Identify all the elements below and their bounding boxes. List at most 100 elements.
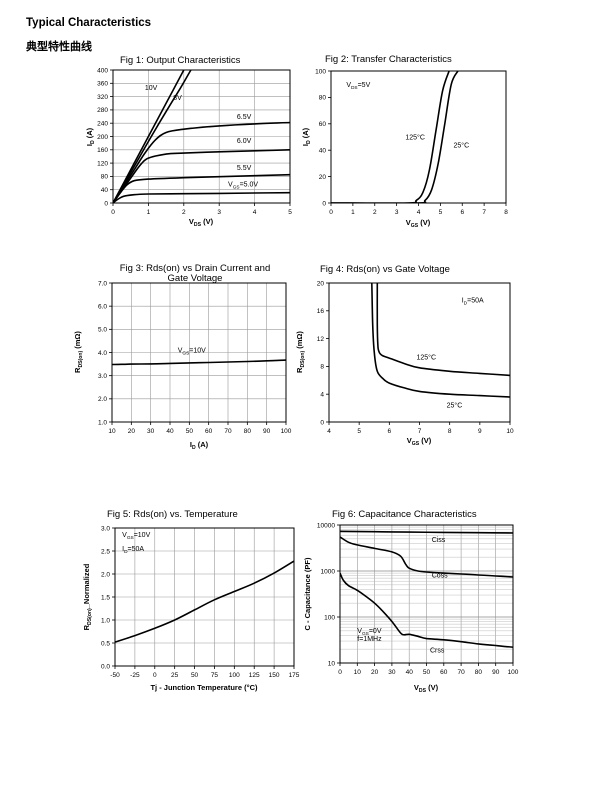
- x-tick-label: 70: [224, 428, 232, 435]
- x-tick-label: 0: [338, 669, 342, 676]
- y-tick-label: 5.0: [98, 327, 107, 334]
- series-annotation: 125°C: [405, 134, 425, 142]
- y-tick-label: 40: [101, 187, 109, 194]
- y-tick-label: 1.5: [101, 594, 110, 601]
- y-axis-label-after: (A): [85, 127, 94, 140]
- series-annotation: ID=50A: [122, 546, 144, 555]
- y-tick-label: 0: [320, 419, 324, 426]
- y-tick-label: 16: [317, 308, 325, 315]
- chart-title: Fig 4: Rds(on) vs Gate Voltage: [320, 264, 450, 275]
- x-tick-label: 4: [253, 209, 257, 216]
- y-tick-label: 0.5: [101, 640, 110, 647]
- y-tick-label: 0: [104, 200, 108, 207]
- y-tick-label: 360: [97, 81, 108, 88]
- y-tick-label: 8: [320, 364, 324, 371]
- series-group: [115, 560, 294, 643]
- x-tick-label: 50: [423, 669, 431, 676]
- y-axis-label-group: ID (A): [301, 127, 312, 146]
- x-axis-label: Tj - Junction Temperature (°C): [150, 683, 258, 692]
- y-axis-label-main: I: [85, 144, 94, 146]
- y-axis-label-group: C - Capacitance (PF): [303, 557, 312, 630]
- series-annotation-after: =5V: [358, 82, 371, 89]
- series-line-8v: [113, 70, 192, 203]
- x-tick-label: 6: [388, 428, 392, 435]
- y-tick-label: 80: [101, 174, 109, 181]
- series-annotation: VGS=10V: [178, 348, 206, 357]
- y-axis-label-group: RDS(on)_Normalized: [82, 563, 93, 630]
- y-tick-label: 2.5: [101, 548, 110, 555]
- series-line-v-gs-10v: [112, 359, 286, 366]
- series-annotation: 5.5V: [237, 165, 252, 172]
- series-line-5-5v: [113, 173, 290, 203]
- y-tick-label: 20: [317, 280, 325, 287]
- series-group: [113, 70, 290, 203]
- series-annotation-after: =0V: [369, 628, 382, 635]
- x-tick-label: 10: [108, 428, 116, 435]
- y-tick-label: 3.0: [98, 373, 107, 380]
- chart-title: Fig 6: Capacitance Characteristics: [332, 509, 477, 520]
- series-line-rds-on-: [115, 560, 294, 643]
- x-tick-label: 20: [371, 669, 379, 676]
- y-tick-label: 4: [320, 392, 324, 399]
- x-tick-label: 6: [460, 209, 464, 216]
- y-axis-label-sub: DS(on): [87, 608, 93, 625]
- series-annotation-sub: GS: [362, 631, 369, 637]
- y-axis-label-main: R: [73, 367, 82, 373]
- page-title: Typical Characteristics: [26, 17, 152, 29]
- series-annotation: 10V: [145, 85, 158, 92]
- series-line-crss: [340, 572, 513, 648]
- series-line-coss: [340, 530, 513, 534]
- y-axis-label-group: ID (A): [85, 127, 96, 146]
- y-axis-label: ID (A): [85, 127, 96, 146]
- x-tick-label: 25: [171, 672, 179, 679]
- y-tick-label: 400: [97, 67, 108, 74]
- series-annotation: VGS=5.0V: [228, 181, 258, 190]
- y-axis-label-sub: D: [306, 140, 312, 144]
- x-axis-label-main: V: [406, 218, 411, 227]
- series-line-ciss: [340, 536, 513, 578]
- y-tick-label: 0: [322, 200, 326, 207]
- series-annotation-sub: DS: [351, 85, 358, 91]
- chart-title: Fig 3: Rds(on) vs Drain Current and: [120, 263, 270, 274]
- series-annotation: 8V: [173, 95, 182, 102]
- y-tick-label: 6.0: [98, 303, 107, 310]
- series-annotation-main: V: [178, 348, 183, 355]
- y-tick-label: 100: [315, 68, 326, 75]
- x-axis-label: ID (A): [190, 440, 209, 451]
- y-tick-label: 60: [319, 121, 327, 128]
- series-annotation: 125°C: [416, 353, 436, 361]
- chart-title: Fig 1: Output Characteristics: [120, 55, 241, 66]
- x-tick-label: 5: [439, 209, 443, 216]
- x-axis-label-main: V: [407, 436, 412, 445]
- series-line-125-c: [376, 283, 510, 377]
- x-axis-label-sub: DS: [194, 222, 202, 228]
- x-tick-label: 8: [504, 209, 508, 216]
- y-tick-label: 280: [97, 107, 108, 114]
- y-tick-label: 40: [319, 148, 327, 155]
- x-tick-label: 5: [357, 428, 361, 435]
- ticks: -50 -25 0 25 50 75 100 125 150 175 0.0 0.5 1.0 1.5 2.0…: [101, 525, 300, 679]
- series-annotation-main: V: [357, 628, 362, 635]
- x-tick-label: 5: [288, 209, 292, 216]
- x-tick-label: 70: [457, 669, 465, 676]
- chart-title: Fig 5: Rds(on) vs. Temperature: [107, 509, 238, 520]
- y-tick-label: 1.0: [98, 419, 107, 426]
- series-annotation: VDS=5V: [346, 82, 370, 91]
- x-tick-label: -25: [130, 672, 140, 679]
- y-axis-label: RDS(on) (mΩ): [73, 331, 84, 373]
- x-tick-label: 90: [492, 669, 500, 676]
- series-line-25-c: [371, 283, 510, 398]
- series-annotation-sub: GS: [127, 535, 134, 541]
- chart-title-line2: Gate Voltage: [168, 273, 223, 284]
- x-tick-label: 90: [263, 428, 271, 435]
- x-axis-label: VDS (V): [189, 217, 214, 228]
- x-tick-label: 2: [373, 209, 377, 216]
- series-annotation: Coss: [432, 573, 448, 580]
- x-tick-label: 3: [395, 209, 399, 216]
- y-tick-label: 240: [97, 121, 108, 128]
- x-tick-label: 9: [478, 428, 482, 435]
- y-tick-label: 2.0: [98, 396, 107, 403]
- y-tick-label: 10000: [317, 522, 335, 529]
